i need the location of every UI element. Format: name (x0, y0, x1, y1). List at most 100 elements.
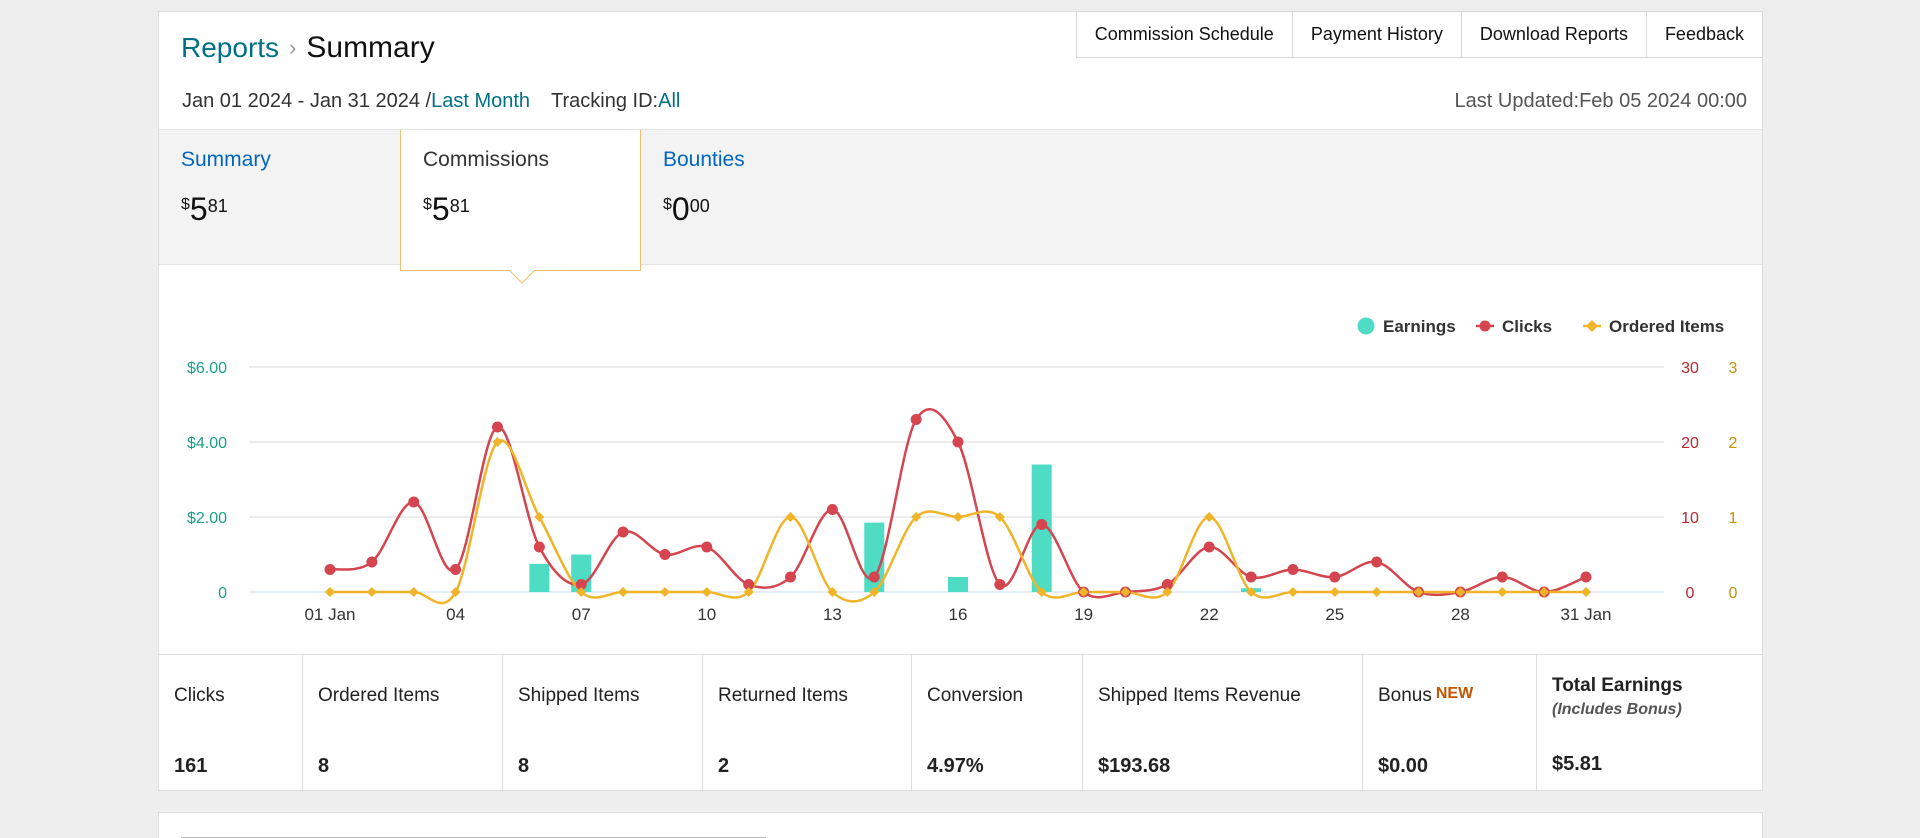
y-right-clicks-tick-label: 0 (1686, 585, 1695, 602)
ordered-items-point (325, 587, 335, 597)
clicks-point (575, 579, 587, 590)
stat-label: Shipped Items (518, 685, 640, 706)
clicks-legend-icon (1479, 320, 1491, 332)
legend-label: Ordered Items (1609, 317, 1724, 336)
currency-symbol: $ (663, 196, 672, 213)
ordered-items-point (1287, 587, 1298, 597)
ordered-items-point (1329, 587, 1340, 597)
clicks-point (701, 541, 713, 553)
date-range-row: Jan 01 2024 - Jan 31 2024 / Last Month T… (182, 90, 680, 113)
x-tick-label: 04 (446, 605, 465, 624)
clicks-point (1245, 571, 1257, 583)
stat-bonus: Bonus NEW $0.00 (1363, 655, 1537, 792)
y-left-tick-label: 0 (218, 585, 227, 602)
currency-symbol: $ (423, 196, 432, 213)
ordered-items-point (450, 587, 461, 597)
clicks-point (408, 496, 420, 508)
x-tick-label: 16 (949, 605, 968, 624)
clicks-point (491, 421, 503, 433)
ordered-items-point (408, 587, 419, 597)
breadcrumb-reports-link[interactable]: Reports (181, 32, 280, 63)
ordered-items-point (1581, 587, 1591, 597)
x-tick-label: 28 (1451, 605, 1470, 624)
y-right-clicks-tick-label: 20 (1681, 435, 1699, 452)
clicks-point (617, 526, 629, 538)
commission-schedule-tab[interactable]: Commission Schedule (1075, 11, 1292, 58)
ordered-items-point (576, 587, 587, 597)
ordered-items-point (534, 512, 545, 522)
clicks-point (994, 579, 1006, 590)
stat-value: $193.68 (1098, 755, 1171, 777)
chart-lines (324, 407, 1592, 605)
x-tick-label: 07 (572, 605, 591, 624)
x-tick-label: 31 Jan (1560, 605, 1611, 624)
y-left-tick-label: $4.00 (187, 435, 227, 452)
metric-tab-title[interactable]: Commissions (423, 148, 550, 171)
stat-value: $0.00 (1378, 755, 1429, 777)
y-right-clicks-tick-label: 30 (1681, 360, 1699, 377)
metric-tab-title[interactable]: Bounties (663, 148, 745, 171)
metric-tab-summary[interactable]: Summary $5 81 (159, 130, 400, 266)
breadcrumb: Reports › Summary (181, 28, 435, 68)
value-cents: 81 (207, 196, 228, 216)
clicks-point (743, 579, 755, 590)
stat-label: Clicks (174, 685, 225, 706)
ordered-items-point (1162, 587, 1173, 597)
metric-tab-title[interactable]: Summary (181, 148, 271, 171)
earnings-bar (864, 522, 885, 592)
stat-returned-items: Returned Items 2 (703, 655, 912, 792)
y-right-items-tick-label: 2 (1729, 435, 1738, 452)
download-reports-tab[interactable]: Download Reports (1460, 11, 1646, 58)
ordered-items-point (785, 512, 796, 522)
ordered-items-point (618, 587, 629, 597)
ordered-items-point (492, 437, 503, 447)
value-cents: 81 (449, 196, 470, 216)
stat-label: Total Earnings (Includes Bonus) (1552, 675, 1683, 719)
feedback-tab[interactable]: Feedback (1645, 11, 1763, 58)
report-nav-tabs: Commission Schedule Payment History Down… (1075, 11, 1763, 58)
y-left-tick-label: $2.00 (187, 510, 227, 527)
stat-value: 161 (174, 755, 208, 777)
stat-value: 8 (318, 755, 330, 777)
date-range-text: Jan 01 2024 - Jan 31 2024 / (182, 90, 432, 112)
ordered-items-point (659, 587, 670, 597)
y-left-tick-label: $6.00 (187, 360, 227, 377)
stat-clicks: Clicks 161 (159, 655, 303, 792)
bonus-label: Bonus (1378, 685, 1432, 706)
new-badge: NEW (1435, 685, 1474, 702)
ordered-items-legend-icon (1586, 320, 1598, 332)
ordered-items-point (1246, 587, 1257, 597)
payment-history-tab[interactable]: Payment History (1291, 11, 1461, 58)
metric-tab-bounties[interactable]: Bounties $0 00 (641, 130, 882, 266)
x-tick-label: 13 (823, 605, 842, 624)
page-title: Summary (306, 31, 435, 64)
clicks-point (1203, 541, 1215, 553)
x-tick-label: 25 (1325, 605, 1344, 624)
stat-conversion: Conversion 4.97% (912, 655, 1083, 792)
clicks-point (1580, 571, 1592, 583)
legend-label: Earnings (1383, 317, 1456, 336)
ordered-items-point (1120, 587, 1131, 597)
ordered-items-point (1036, 587, 1047, 597)
total-earnings-label: Total Earnings (1552, 675, 1683, 696)
stat-value: 2 (718, 755, 730, 777)
tracking-id-link[interactable]: All (658, 90, 681, 112)
clicks-point (450, 564, 462, 575)
currency-symbol: $ (181, 196, 190, 213)
ordered-items-point (953, 512, 963, 522)
breadcrumb-chevron-icon: › (289, 35, 297, 60)
ordered-items-point (1371, 587, 1382, 597)
next-card (158, 812, 1763, 838)
metric-tab-commissions[interactable]: Commissions $5 81 (400, 130, 641, 284)
chart-axes: 0 0 0 $2.00 10 1 $4.00 20 2 $6.00 30 3 01 Jan 04 07 10 1… (187, 360, 1738, 624)
stat-value: 8 (518, 755, 530, 777)
value-whole: 5 (431, 191, 450, 227)
value-whole: 5 (189, 191, 208, 227)
date-range-link[interactable]: Last Month (431, 90, 531, 112)
ordered-items-point (911, 512, 922, 522)
stat-label: Bonus NEW (1378, 685, 1473, 707)
clicks-point (1161, 579, 1173, 590)
stat-shipped-revenue: Shipped Items Revenue $193.68 (1083, 655, 1363, 792)
x-tick-label: 22 (1200, 605, 1219, 624)
stat-value: $5.81 (1552, 753, 1603, 775)
